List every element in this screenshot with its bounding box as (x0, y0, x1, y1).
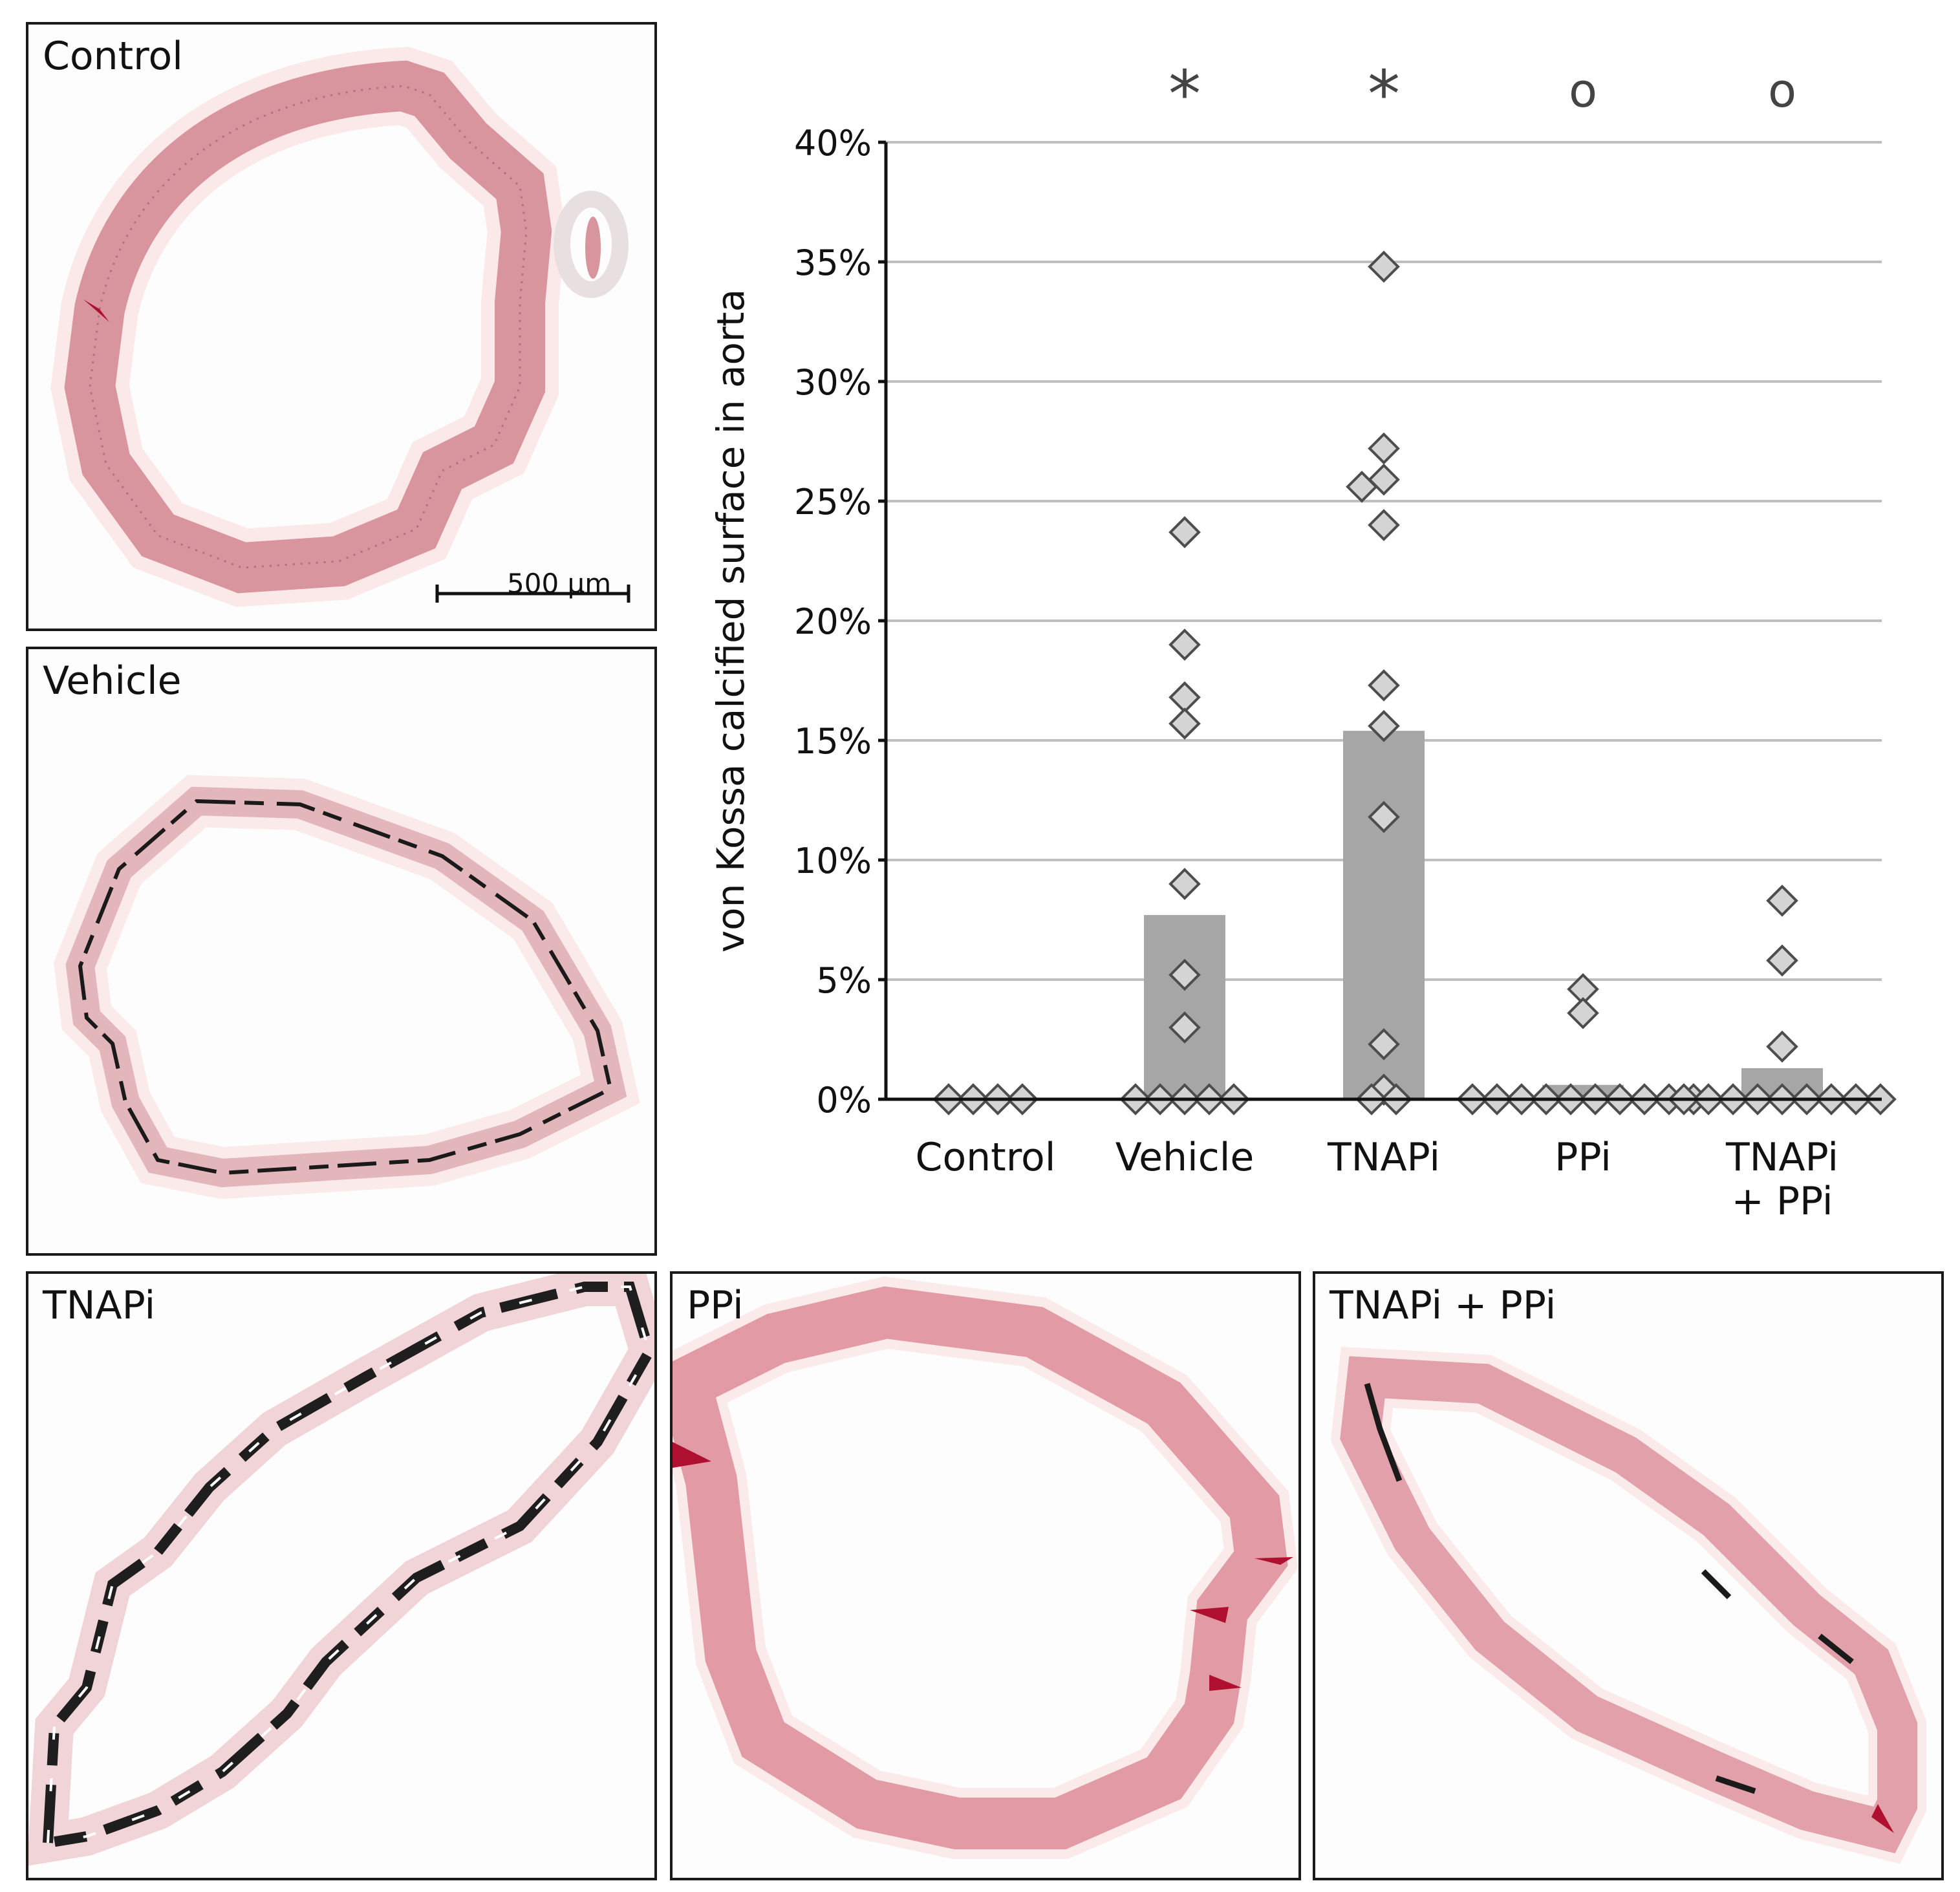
data-point (1368, 669, 1400, 702)
data-point (1368, 250, 1400, 283)
x-category-label: + PPi (1731, 1179, 1833, 1224)
y-tick-label: 30% (794, 362, 872, 403)
x-category-label: TNAPi (1725, 1135, 1838, 1180)
significance-marker: o (1569, 63, 1597, 118)
ppi-aorta-section (673, 1276, 1298, 1859)
data-point (1368, 509, 1400, 541)
data-point (1368, 709, 1400, 742)
mean-bar (1144, 915, 1225, 1099)
panel-tnapi: TNAPi (26, 1271, 657, 1880)
panel-ppi: PPi (670, 1271, 1301, 1880)
y-tick-label: 15% (794, 721, 872, 762)
data-point (1346, 470, 1378, 503)
tnapi-ppi-aorta-section (1330, 1346, 1926, 1864)
y-tick-label: 25% (794, 482, 872, 522)
panel-label-vehicle: Vehicle (43, 658, 182, 704)
y-tick-label: 5% (816, 960, 872, 1001)
data-point (1168, 1011, 1201, 1044)
data-point (1766, 885, 1798, 917)
data-point (1368, 801, 1400, 833)
data-point (1567, 996, 1599, 1029)
significance-marker: * (1368, 56, 1400, 132)
data-point (1368, 1028, 1400, 1060)
data-point (1168, 516, 1201, 548)
data-point (1168, 707, 1201, 740)
panel-vehicle: Vehicle (26, 647, 657, 1256)
panel-control: Control 500 µm (26, 22, 657, 631)
y-tick-label: 35% (794, 242, 872, 283)
chart-mean-bars (1144, 731, 1823, 1099)
y-axis-label: von Kossa calcified surface in aorta (709, 289, 753, 952)
x-category-label: Control (916, 1135, 1056, 1180)
tnapi-aorta-section (28, 1274, 654, 1866)
panel-label-control: Control (43, 34, 183, 79)
data-point (1368, 432, 1400, 465)
chart-gridlines (886, 141, 1882, 981)
control-aorta-section (50, 47, 630, 607)
significance-marker: * (1168, 56, 1201, 132)
data-point (1168, 629, 1201, 661)
data-point (1168, 681, 1201, 714)
panel-label-ppi: PPi (687, 1283, 744, 1328)
y-tick-label: 10% (794, 841, 872, 881)
panel-label-tnapi-ppi: TNAPi + PPi (1330, 1283, 1556, 1328)
data-point (1766, 944, 1798, 977)
y-tick-label: 40% (794, 123, 872, 164)
y-tick-label: 20% (794, 601, 872, 642)
calcification-chart: 0% 5% 10% 15% 20% 25% 30% 35% 40% Control Vehicle *… (709, 56, 1897, 1224)
x-category-label: TNAPi (1327, 1135, 1440, 1180)
x-category-label: PPi (1555, 1135, 1611, 1180)
data-point (1168, 958, 1201, 991)
scale-bar-label: 500 µm (507, 568, 612, 599)
chart-axes: 0% 5% 10% 15% 20% 25% 30% 35% 40% Control Vehicle *… (794, 56, 1882, 1224)
panel-tnapi-ppi: TNAPi + PPi (1313, 1271, 1944, 1880)
significance-marker: o (1768, 63, 1796, 118)
vehicle-aorta-section (54, 775, 640, 1199)
panel-label-tnapi: TNAPi (43, 1283, 156, 1328)
data-point (1168, 868, 1201, 900)
y-tick-label: 0% (816, 1080, 872, 1121)
x-category-label: Vehicle (1115, 1135, 1255, 1180)
data-point (1766, 1030, 1798, 1063)
